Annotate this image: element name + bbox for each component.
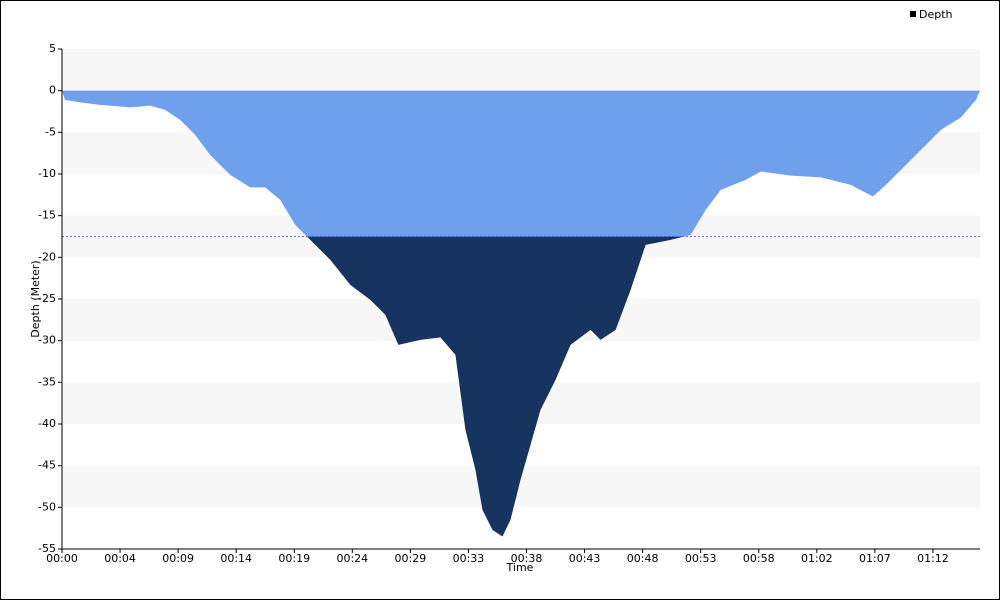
x-tick-label: 00:04 — [104, 552, 136, 565]
y-tick-label: -35 — [38, 375, 56, 388]
y-tick-label: -15 — [38, 209, 56, 222]
x-tick-label: 00:29 — [395, 552, 427, 565]
x-tick-label: 00:00 — [46, 552, 78, 565]
x-tick-label: 01:07 — [859, 552, 891, 565]
x-tick-label: 00:58 — [743, 552, 775, 565]
y-tick-label: -50 — [38, 500, 56, 513]
depth-area — [62, 90, 980, 537]
y-tick-label: 5 — [49, 42, 56, 55]
x-tick-label: 00:19 — [278, 552, 310, 565]
y-tick-label: -40 — [38, 417, 56, 430]
y-tick-label: -55 — [38, 542, 56, 555]
y-tick-label: -10 — [38, 167, 56, 180]
y-tick-label: 0 — [49, 84, 56, 97]
y-tick-label: -20 — [38, 250, 56, 263]
x-tick-label: 00:14 — [220, 552, 252, 565]
x-tick-label: 00:48 — [627, 552, 659, 565]
x-tick-label: 00:53 — [685, 552, 717, 565]
grid-band — [62, 49, 980, 91]
y-tick-label: -30 — [38, 334, 56, 347]
y-tick-label: -25 — [38, 292, 56, 305]
y-axis-title: Depth (Meter) — [29, 260, 42, 337]
x-tick-label: 01:02 — [801, 552, 833, 565]
legend-label: Depth — [919, 8, 953, 21]
x-axis-title: Time — [506, 561, 534, 574]
y-tick-label: -45 — [38, 459, 56, 472]
y-tick-label: -5 — [45, 125, 56, 138]
x-tick-label: 00:43 — [569, 552, 601, 565]
x-tick-label: 00:33 — [453, 552, 485, 565]
x-tick-label: 01:12 — [917, 552, 949, 565]
x-tick-label: 00:38 — [511, 552, 543, 565]
x-tick-label: 00:09 — [162, 552, 194, 565]
x-tick-label: 00:24 — [336, 552, 368, 565]
legend-swatch — [910, 11, 916, 17]
